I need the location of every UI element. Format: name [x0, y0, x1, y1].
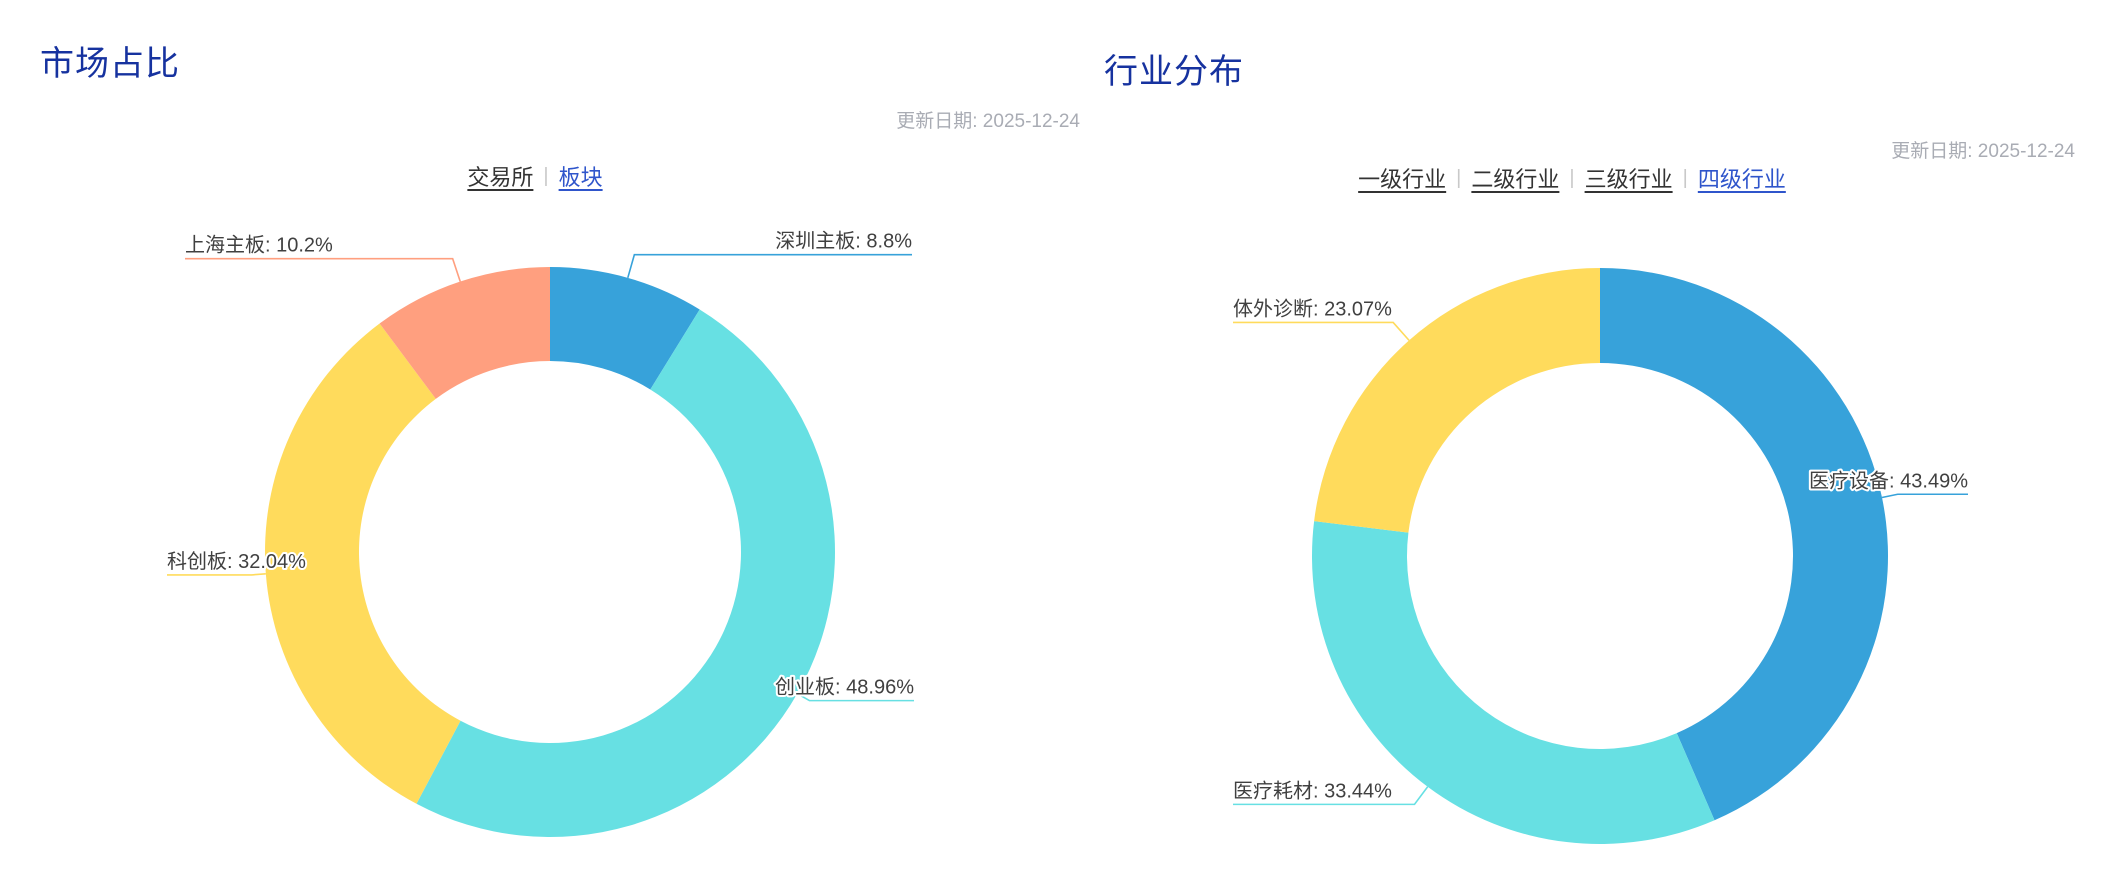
- label-line: [1233, 786, 1429, 806]
- page-title-industry-distribution: 行业分布: [1104, 53, 1244, 91]
- update-date: 更新日期: 2025-12-24: [1891, 141, 2075, 162]
- label-line: [796, 692, 914, 702]
- pie-slice[interactable]: [379, 267, 550, 399]
- label-line: [1881, 493, 1968, 499]
- pie-slice[interactable]: [1312, 521, 1715, 844]
- slice-label: 体外诊断: 23.07%: [1233, 297, 1392, 320]
- pie-slice[interactable]: [550, 267, 700, 390]
- tab-industry-level-4[interactable]: 四级行业: [1697, 167, 1786, 192]
- label-line: [627, 253, 912, 279]
- pie-slice[interactable]: [264, 323, 461, 804]
- page-title-market-share: 市场占比: [40, 45, 180, 83]
- tab-board[interactable]: 板块: [558, 165, 603, 190]
- tab-industry-level-2[interactable]: 二级行业: [1471, 167, 1560, 192]
- slice-label: 科创板: 32.04%: [167, 550, 306, 573]
- tab-industry-level-3[interactable]: 三级行业: [1584, 167, 1673, 192]
- tab-separator: |: [1456, 166, 1462, 189]
- pie-slice[interactable]: [1314, 268, 1600, 533]
- slice-label: 创业板: 48.96%: [775, 676, 914, 699]
- update-date: 更新日期: 2025-12-24: [896, 111, 1080, 132]
- chart-tabs: 交易所 | 板块: [8, 160, 1062, 192]
- tab-separator: |: [543, 164, 549, 187]
- tab-exchange[interactable]: 交易所: [467, 165, 534, 190]
- tab-separator: |: [1682, 166, 1688, 189]
- tab-separator: |: [1569, 166, 1575, 189]
- pie-slice[interactable]: [416, 309, 835, 837]
- pie-slice[interactable]: [1600, 268, 1888, 821]
- tab-industry-level-1[interactable]: 一级行业: [1358, 167, 1447, 192]
- slice-label: 上海主板: 10.2%: [185, 234, 333, 257]
- slice-label: 医疗设备: 43.49%: [1809, 469, 1968, 492]
- label-line: [185, 257, 461, 282]
- slice-label: 医疗耗材: 33.44%: [1233, 779, 1392, 802]
- chart-tabs: 一级行业 | 二级行业 | 三级行业 | 四级行业: [1045, 162, 2099, 194]
- label-line: [1233, 321, 1410, 341]
- label-line: [167, 573, 266, 576]
- slice-label: 深圳主板: 8.8%: [775, 230, 912, 253]
